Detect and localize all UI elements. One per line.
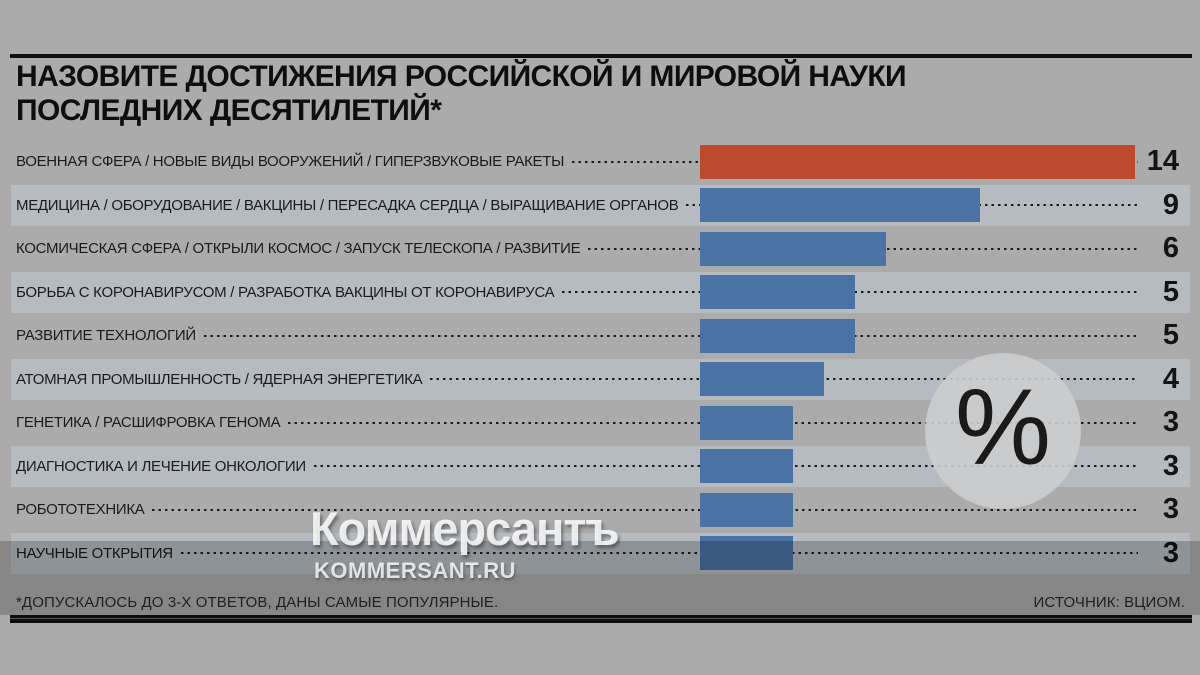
value-bar bbox=[700, 318, 856, 353]
value-label: 3 bbox=[1162, 536, 1179, 569]
category-label: ВОЕННАЯ СФЕРА / НОВЫЕ ВИДЫ ВООРУЖЕНИЙ / … bbox=[16, 153, 565, 171]
source-label: ИСТОЧНИК: ВЦИОМ. bbox=[1033, 593, 1185, 611]
category-label: МЕДИЦИНА / ОБОРУДОВАНИЕ / ВАКЦИНЫ / ПЕРЕ… bbox=[16, 196, 679, 214]
category-label: РОБОТОТЕХНИКА bbox=[16, 501, 145, 519]
dotted-leader bbox=[180, 552, 1138, 555]
top-rule bbox=[10, 54, 1192, 58]
value-bar bbox=[700, 449, 794, 484]
category-label: ДИАГНОСТИКА И ЛЕЧЕНИЕ ОНКОЛОГИИ bbox=[16, 457, 306, 475]
value-bar bbox=[700, 275, 856, 310]
value-bar bbox=[700, 231, 887, 266]
value-label: 5 bbox=[1162, 319, 1179, 351]
percent-badge: % bbox=[925, 353, 1081, 509]
chart-title: НАЗОВИТЕ ДОСТИЖЕНИЯ РОССИЙСКОЙ И МИРОВОЙ… bbox=[16, 60, 1116, 128]
value-bar bbox=[700, 362, 825, 397]
value-label: 3 bbox=[1162, 406, 1179, 438]
chart-row: ВОЕННАЯ СФЕРА / НОВЫЕ ВИДЫ ВООРУЖЕНИЙ / … bbox=[0, 140, 1200, 184]
chart-title-line1: НАЗОВИТЕ ДОСТИЖЕНИЯ РОССИЙСКОЙ И МИРОВОЙ… bbox=[16, 60, 907, 93]
bottom-shade-overlay bbox=[0, 541, 1200, 615]
category-label: БОРЬБА С КОРОНАВИРУСОМ / РАЗРАБОТКА ВАКЦ… bbox=[16, 283, 555, 301]
row-content: РАЗВИТИЕ ТЕХНОЛОГИЙ bbox=[0, 314, 1138, 358]
value-label: 3 bbox=[1162, 449, 1179, 482]
value-label: 14 bbox=[1146, 145, 1179, 177]
value-label: 5 bbox=[1162, 275, 1179, 308]
chart-row: НАУЧНЫЕ ОТКРЫТИЯ 3 bbox=[0, 532, 1200, 576]
chart-row: РОБОТОТЕХНИКА 3 bbox=[0, 488, 1200, 532]
row-content: НАУЧНЫЕ ОТКРЫТИЯ bbox=[0, 532, 1138, 576]
value-label: 3 bbox=[1162, 493, 1179, 525]
chart-row: ГЕНЕТИКА / РАСШИФРОВКА ГЕНОМА 3 bbox=[0, 401, 1200, 445]
chart-title-line2: ПОСЛЕДНИХ ДЕСЯТИЛЕТИЙ* bbox=[16, 94, 442, 127]
category-label: АТОМНАЯ ПРОМЫШЛЕННОСТЬ / ЯДЕРНАЯ ЭНЕРГЕТ… bbox=[16, 370, 423, 388]
value-label: 4 bbox=[1162, 362, 1179, 395]
footnote: *ДОПУСКАЛОСЬ ДО 3-Х ОТВЕТОВ, ДАНЫ САМЫЕ … bbox=[16, 593, 499, 611]
footer: *ДОПУСКАЛОСЬ ДО 3-Х ОТВЕТОВ, ДАНЫ САМЫЕ … bbox=[16, 591, 1185, 613]
value-bar bbox=[700, 536, 794, 571]
value-bar bbox=[700, 405, 794, 440]
percent-sign: % bbox=[954, 366, 1052, 487]
dotted-leader bbox=[152, 508, 1138, 511]
value-label: 6 bbox=[1162, 232, 1179, 264]
category-label: РАЗВИТИЕ ТЕХНОЛОГИЙ bbox=[16, 327, 196, 345]
chart-row: КОСМИЧЕСКАЯ СФЕРА / ОТКРЫЛИ КОСМОС / ЗАП… bbox=[0, 227, 1200, 271]
value-bar bbox=[700, 144, 1135, 179]
chart-row: БОРЬБА С КОРОНАВИРУСОМ / РАЗРАБОТКА ВАКЦ… bbox=[0, 271, 1200, 315]
row-content: КОСМИЧЕСКАЯ СФЕРА / ОТКРЫЛИ КОСМОС / ЗАП… bbox=[0, 227, 1138, 271]
kommersant-url-watermark: KOMMERSANT.RU bbox=[314, 558, 517, 583]
value-bar bbox=[700, 492, 794, 527]
value-label: 9 bbox=[1162, 188, 1179, 221]
category-label: НАУЧНЫЕ ОТКРЫТИЯ bbox=[16, 544, 173, 562]
value-bar bbox=[700, 188, 980, 223]
chart-row: МЕДИЦИНА / ОБОРУДОВАНИЕ / ВАКЦИНЫ / ПЕРЕ… bbox=[0, 184, 1200, 228]
category-label: ГЕНЕТИКА / РАСШИФРОВКА ГЕНОМА bbox=[16, 414, 281, 432]
row-content: РОБОТОТЕХНИКА bbox=[0, 488, 1138, 532]
category-label: КОСМИЧЕСКАЯ СФЕРА / ОТКРЫЛИ КОСМОС / ЗАП… bbox=[16, 240, 581, 258]
bottom-rule bbox=[10, 615, 1192, 623]
dotted-leader bbox=[203, 334, 1138, 337]
row-content: БОРЬБА С КОРОНАВИРУСОМ / РАЗРАБОТКА ВАКЦ… bbox=[0, 271, 1138, 315]
kommersant-watermark: Коммерсантъ bbox=[310, 502, 620, 555]
chart-row: РАЗВИТИЕ ТЕХНОЛОГИЙ 5 bbox=[0, 314, 1200, 358]
